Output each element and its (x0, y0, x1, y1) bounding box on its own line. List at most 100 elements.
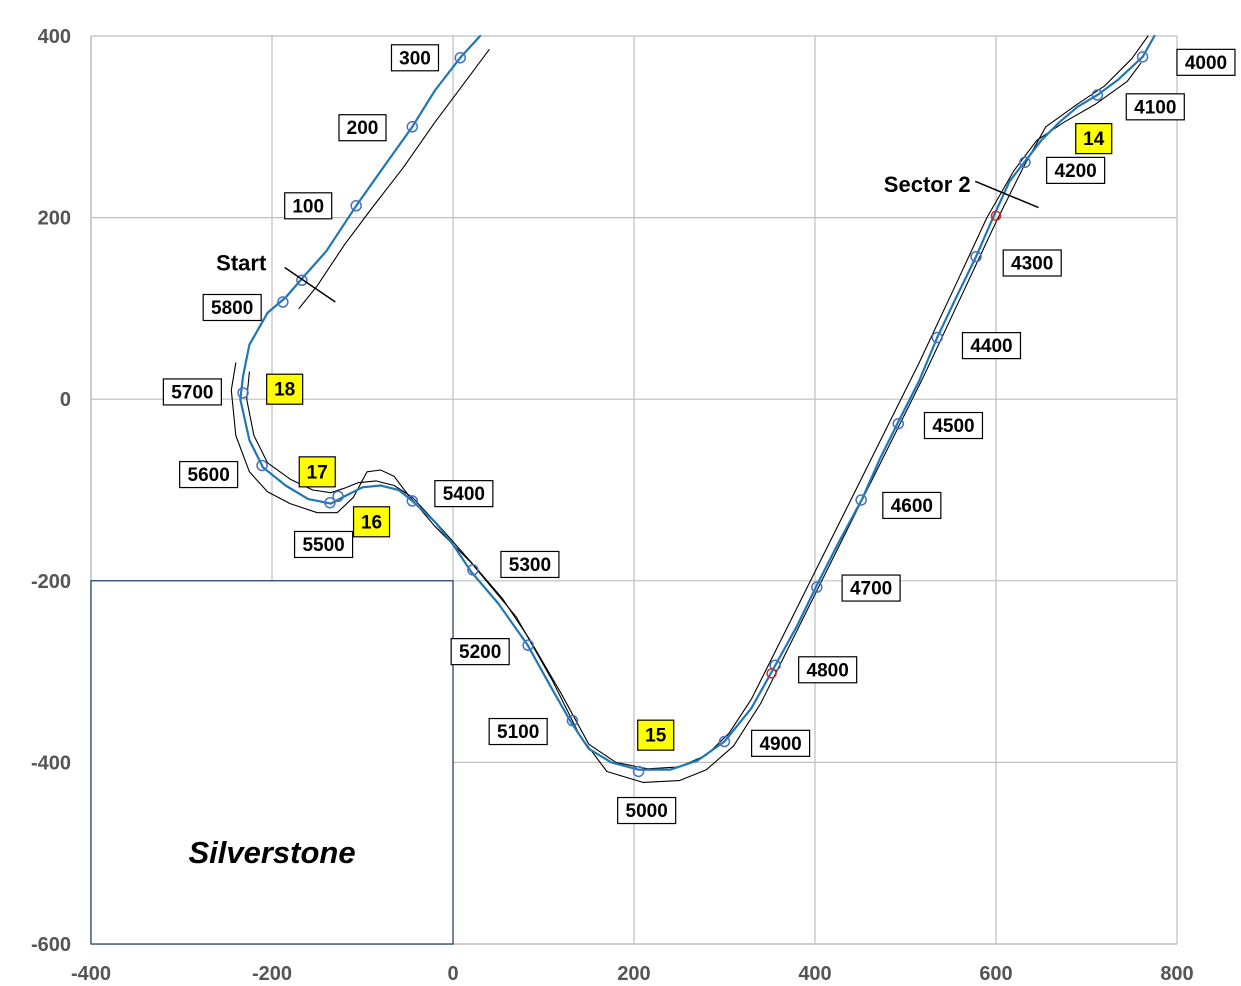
distance-label: 4400 (961, 332, 1022, 360)
distance-label-text: 4300 (1011, 254, 1053, 275)
distance-label: 4100 (1125, 93, 1185, 121)
distance-label-text: 100 (292, 196, 324, 217)
distance-label-box (1046, 156, 1106, 184)
racing-line (239, 34, 1156, 771)
corner-label-text: 16 (361, 512, 382, 533)
distance-label-box (293, 530, 354, 559)
track-outer-edge (230, 35, 1149, 783)
distance-marker (566, 714, 579, 727)
distance-marker (1091, 89, 1104, 101)
distance-label-box (162, 378, 222, 406)
corner-label-box (266, 373, 304, 405)
distance-label-text: 200 (347, 118, 379, 139)
distance-label-text: 5000 (626, 801, 668, 822)
distance-label: 100 (284, 192, 333, 220)
distance-label-box (488, 717, 548, 746)
y-tick-label: 0 (60, 389, 71, 411)
distance-label: 200 (338, 114, 387, 142)
distance-label: 4000 (1176, 48, 1236, 76)
y-tick-label: -400 (31, 752, 71, 774)
distance-marker (237, 387, 249, 399)
distance-label: 4700 (841, 574, 901, 602)
y-tick-label: 200 (38, 208, 71, 230)
corner-label: 18 (266, 373, 304, 405)
distance-label-text: 5800 (211, 298, 253, 319)
y-tick-label: -600 (31, 934, 71, 956)
distance-label: 5200 (450, 638, 510, 666)
distance-label: 4900 (751, 729, 811, 757)
y-tick-label: -200 (31, 571, 71, 593)
distance-label: 5500 (293, 530, 354, 559)
distance-label-box (882, 491, 942, 520)
distance-label-text: 5100 (497, 722, 539, 743)
distance-marker (522, 639, 534, 652)
distance-label-text: 300 (399, 48, 431, 69)
corner-label-text: 15 (645, 726, 667, 747)
distance-label-box (500, 550, 560, 579)
distance-label: 4500 (923, 411, 984, 440)
distance-markers (237, 51, 1149, 778)
distance-label: 5700 (162, 378, 222, 406)
distance-label-box (923, 411, 984, 440)
distance-label-text: 4400 (970, 336, 1012, 357)
distance-label-box (434, 480, 494, 508)
distance-marker (632, 765, 645, 778)
racing-line-start (241, 34, 482, 378)
corner-label: 16 (352, 506, 391, 538)
distance-marker (718, 735, 731, 748)
distance-label-text: 4000 (1185, 53, 1227, 74)
distance-label: 4200 (1046, 156, 1106, 184)
annotation-label: Start (216, 250, 267, 275)
distance-marker (324, 496, 336, 509)
distance-label-box (798, 656, 858, 684)
distance-label-text: 4200 (1054, 161, 1096, 182)
distance-label: 4600 (882, 491, 942, 520)
x-tick-label: -400 (71, 963, 111, 985)
distance-label: 5100 (488, 717, 548, 746)
distance-label: 4300 (1002, 249, 1062, 277)
distance-label-text: 4700 (850, 579, 892, 600)
corner-label-box (352, 506, 391, 538)
distance-label-box (841, 574, 901, 602)
distance-marker (350, 200, 362, 212)
distance-label-text: 5300 (509, 555, 551, 576)
distance-label-box (390, 44, 440, 72)
distance-labels: 100 200 300 5800 5700 5600 5500 5400 5300 5200 510… (162, 44, 1236, 825)
distance-marker (1019, 156, 1031, 168)
racing-line-main (239, 34, 1156, 771)
distance-label: 300 (390, 44, 440, 72)
corner-label-text: 14 (1083, 129, 1105, 150)
timing-lines (284, 180, 1039, 303)
x-tick-label: 0 (447, 963, 458, 985)
distance-label-text: 5600 (188, 465, 230, 486)
distance-label-box (1125, 93, 1185, 121)
track-start-edge (298, 49, 490, 309)
distance-marker (277, 296, 289, 308)
distance-label-box (1176, 48, 1236, 76)
distance-label: 4800 (798, 656, 858, 684)
distance-marker (931, 331, 943, 344)
distance-marker (467, 564, 479, 576)
distance-label-text: 4600 (891, 496, 933, 517)
distance-label: 5300 (500, 550, 560, 579)
corner-label-box (1075, 123, 1113, 155)
distance-marker (256, 459, 268, 472)
distance-label-text: 5400 (443, 484, 485, 505)
track-inner-edge (246, 62, 1142, 770)
distance-label: 5000 (617, 796, 677, 825)
distance-marker (406, 495, 419, 507)
distance-label: 5400 (434, 480, 494, 508)
annotation-label: Sector 2 (884, 172, 971, 197)
distance-label-text: 4500 (932, 416, 974, 437)
distance-label-box (617, 796, 677, 825)
title-inset: Silverstone (90, 580, 454, 945)
start-line (284, 266, 336, 303)
track-edges (230, 35, 1149, 783)
distance-marker (406, 121, 419, 133)
x-tick-label: -200 (252, 963, 292, 985)
distance-label-box (1002, 249, 1062, 277)
sector-marker (990, 210, 1002, 222)
corner-label-text: 18 (274, 380, 295, 401)
distance-marker (970, 250, 982, 263)
